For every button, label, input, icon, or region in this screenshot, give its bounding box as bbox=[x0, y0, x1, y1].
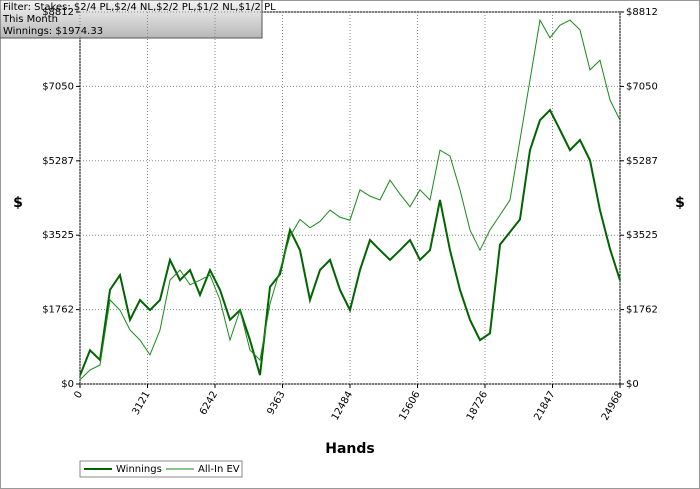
y2-axis-label: $ bbox=[675, 195, 685, 211]
y2-tick-label: $7050 bbox=[626, 81, 658, 92]
x-axis-label: Hands bbox=[325, 441, 375, 457]
legend-label: Winnings bbox=[116, 464, 162, 475]
y2-tick-label: $8812 bbox=[626, 7, 658, 18]
y2-tick-label: $1762 bbox=[626, 305, 658, 316]
x-tick-label: 0 bbox=[72, 390, 85, 401]
series-line bbox=[79, 108, 621, 376]
y-tick-label: $3525 bbox=[42, 230, 74, 241]
y2-tick-label: $0 bbox=[626, 379, 639, 390]
y-tick-label: $1762 bbox=[42, 305, 74, 316]
y-axis-label: $ bbox=[13, 195, 23, 211]
info-line: Winnings: $1974.33 bbox=[3, 26, 103, 37]
y-tick-label: $8812 bbox=[42, 7, 74, 18]
info-box bbox=[0, 0, 263, 39]
y2-tick-label: $5287 bbox=[626, 156, 658, 167]
legend-label: All-In EV bbox=[198, 464, 240, 475]
y-tick-label: $5287 bbox=[42, 156, 74, 167]
info-line: Filter: Stakes: $2/4 PL,$2/4 NL,$2/2 PL,… bbox=[3, 2, 276, 13]
y-tick-label: $0 bbox=[61, 379, 74, 390]
info-line: This Month bbox=[2, 14, 58, 25]
y-tick-label: $7050 bbox=[42, 81, 74, 92]
legend bbox=[79, 460, 243, 478]
series-line bbox=[79, 18, 621, 381]
y2-tick-label: $3525 bbox=[626, 230, 658, 241]
